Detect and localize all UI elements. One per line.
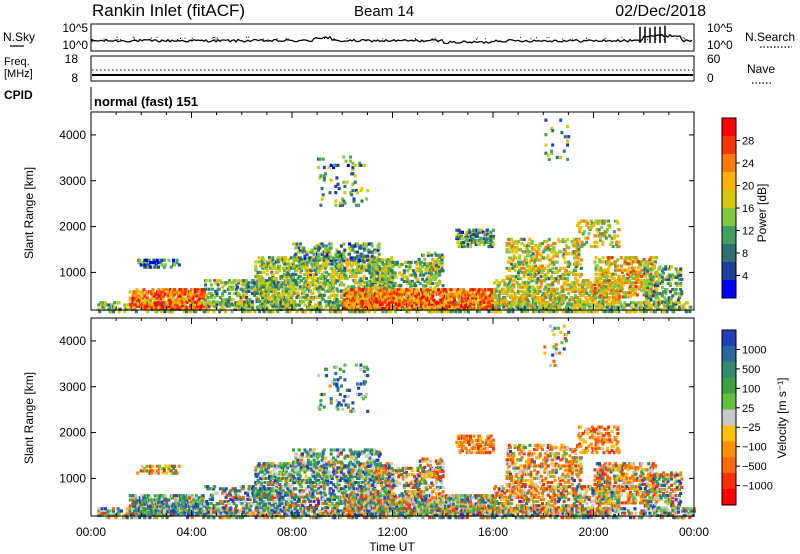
power-colorbar-segment-9 — [722, 280, 736, 299]
x-tick-label-1: 04:00 — [176, 525, 206, 539]
velocity-scatter — [97, 324, 696, 520]
velocity-colorbar-segment-4 — [722, 393, 736, 411]
noise-panel: N.Sky 10^5 10^0 10^5 10^0 N.Search — [3, 21, 795, 52]
velocity-y-tick-2: 2000 — [59, 426, 86, 440]
freq-panel: Freq. [MHz] 18 8 60 0 Nave — [4, 52, 775, 85]
velocity-y-tick-3: 1000 — [59, 471, 86, 485]
velocity-colorbar-label-2: 100 — [742, 383, 760, 395]
freq-panel-frame — [90, 55, 695, 82]
power-panel: 4000 3000 2000 1000 Slant Range [km] 28 24 20… — [22, 111, 769, 314]
velocity-colorbar-label-4: −25 — [742, 422, 761, 434]
velocity-colorbar-label-0: 1000 — [742, 344, 766, 356]
velocity-colorbar-segment-7 — [722, 441, 736, 458]
velocity-colorbar-label-1: 500 — [742, 364, 760, 376]
velocity-colorbar-segment-6 — [722, 425, 736, 442]
velocity-colorbar-segment-1 — [722, 345, 736, 363]
freq-label-1: Freq. — [4, 56, 30, 68]
velocity-panel: 4000 3000 2000 1000 Slant Range [km] 1000 50… — [22, 317, 789, 520]
power-colorbar-segment-2 — [722, 154, 736, 173]
x-tick-label-4: 16:00 — [478, 525, 508, 539]
freq-tick-top: 18 — [65, 52, 79, 66]
x-axis: 00:00 04:00 08:00 12:00 16:00 20:00 00:00 — [76, 525, 709, 539]
power-colorbar-label-1: 24 — [742, 158, 754, 170]
noise-left-tick-bottom: 10^0 — [62, 38, 88, 52]
velocity-y-label: Slant Range [km] — [22, 372, 36, 464]
power-colorbar-label-6: 4 — [742, 271, 748, 283]
nave-tick-top: 60 — [707, 52, 721, 66]
power-y-tick-0: 4000 — [59, 128, 86, 142]
cpid-value: normal (fast) 151 — [94, 94, 198, 109]
noise-left-tick-top: 10^5 — [62, 21, 88, 35]
power-y-tick-3: 1000 — [59, 265, 86, 279]
power-colorbar-label-0: 28 — [742, 136, 754, 148]
noise-left-label: N.Sky — [3, 30, 35, 44]
cpid-panel: CPID normal (fast) 151 — [4, 87, 198, 110]
freq-tick-bottom: 8 — [71, 71, 78, 85]
power-colorbar-segment-1 — [722, 136, 736, 155]
station-title: Rankin Inlet (fitACF) — [92, 1, 245, 20]
velocity-colorbar-segment-9 — [722, 473, 736, 490]
power-colorbar-segment-5 — [722, 208, 736, 227]
power-colorbar-segment-3 — [722, 172, 736, 191]
x-tick-label-2: 08:00 — [277, 525, 307, 539]
freq-label-2: [MHz] — [4, 68, 33, 80]
power-scatter — [97, 118, 693, 314]
velocity-y-tick-0: 4000 — [59, 334, 86, 348]
velocity-colorbar-segment-2 — [722, 361, 736, 379]
date-title: 02/Dec/2018 — [615, 3, 706, 20]
beam-title: Beam 14 — [354, 3, 414, 20]
velocity-colorbar-label-3: 25 — [742, 403, 754, 415]
power-colorbar-label-4: 12 — [742, 226, 754, 238]
power-y-tick-2: 2000 — [59, 220, 86, 234]
power-colorbar-segment-0 — [722, 118, 736, 137]
power-colorbar-segment-4 — [722, 190, 736, 209]
velocity-colorbar-label-5: −100 — [742, 442, 767, 454]
noise-right-label: N.Search — [745, 30, 795, 44]
x-tick-label-5: 20:00 — [578, 525, 608, 539]
power-y-label: Slant Range [km] — [22, 167, 36, 259]
power-y-tick-1: 3000 — [59, 174, 86, 188]
power-colorbar-segment-6 — [722, 226, 736, 245]
cpid-label: CPID — [4, 88, 33, 102]
nave-tick-bottom: 0 — [707, 71, 714, 85]
nave-label: Nave — [747, 62, 775, 76]
velocity-colorbar-segment-5 — [722, 409, 736, 426]
noise-right-tick-bottom: 10^0 — [707, 38, 733, 52]
velocity-colorbar-segment-3 — [722, 377, 736, 395]
velocity-colorbar-segment-0 — [722, 330, 736, 347]
velocity-colorbar-label-7: −1000 — [742, 481, 773, 493]
x-tick-label-6: 00:00 — [679, 525, 709, 539]
velocity-colorbar-segment-8 — [722, 457, 736, 474]
noise-panel-frame — [90, 23, 695, 52]
velocity-colorbar-segment-10 — [722, 489, 736, 506]
power-colorbar-segment-7 — [722, 244, 736, 263]
power-colorbar-label: Power [dB] — [755, 184, 769, 243]
x-axis-label: Time UT — [369, 540, 415, 554]
power-colorbar-label-5: 8 — [742, 248, 748, 260]
velocity-colorbar-label-6: −500 — [742, 461, 767, 473]
x-tick-label-0: 00:00 — [76, 525, 106, 539]
velocity-colorbar-label: Velocity [m s⁻¹] — [775, 377, 789, 458]
noise-right-tick-top: 10^5 — [707, 21, 733, 35]
noise-sky-trace — [91, 33, 693, 45]
power-colorbar-label-2: 20 — [742, 181, 754, 193]
noise-search-trace — [103, 36, 685, 41]
velocity-y-tick-1: 3000 — [59, 380, 86, 394]
power-colorbar-segment-8 — [722, 262, 736, 281]
x-tick-label-3: 12:00 — [377, 525, 407, 539]
power-colorbar-label-3: 16 — [742, 203, 754, 215]
